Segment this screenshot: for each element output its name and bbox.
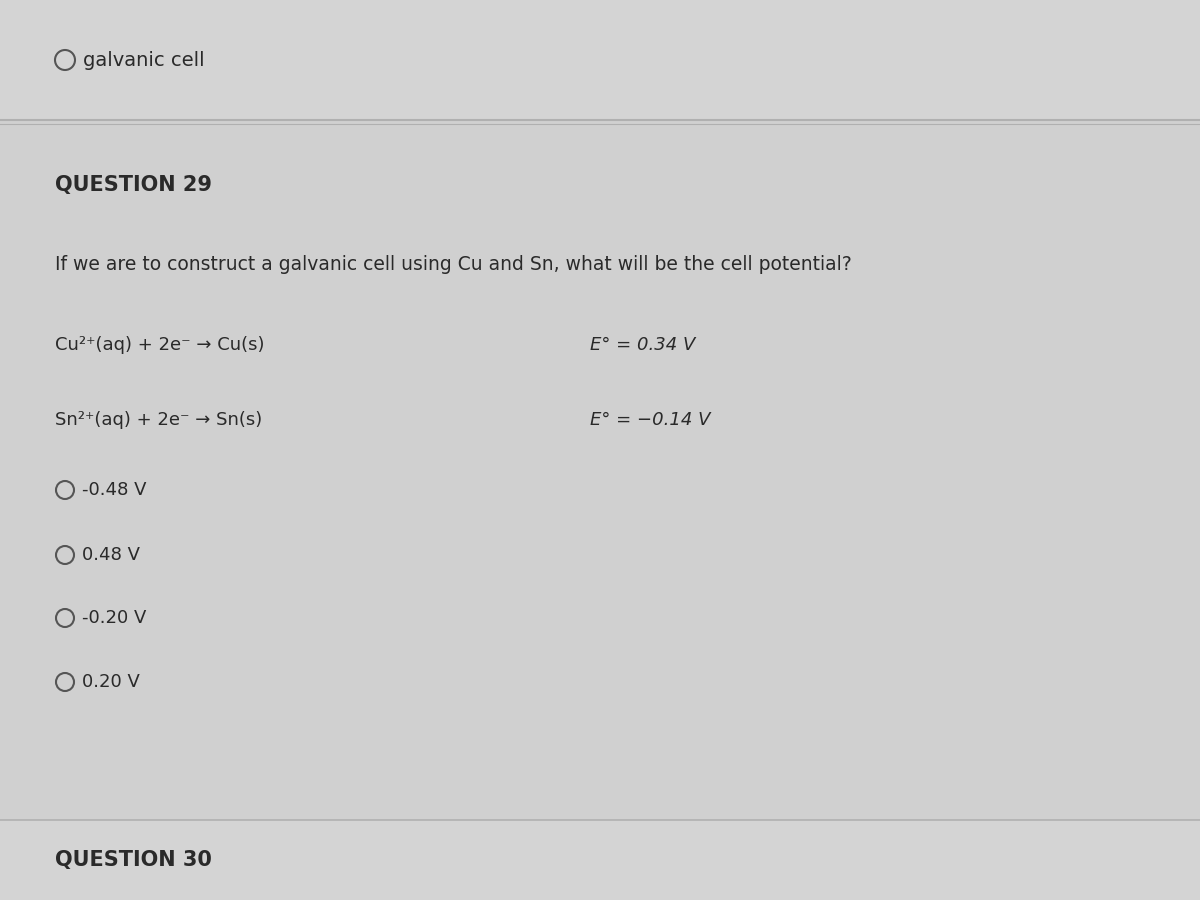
Text: -0.48 V: -0.48 V [82, 481, 146, 499]
Text: Cu²⁺(aq) + 2e⁻ → Cu(s): Cu²⁺(aq) + 2e⁻ → Cu(s) [55, 336, 264, 354]
Text: 0.20 V: 0.20 V [82, 673, 140, 691]
Bar [0, 820, 1200, 900]
Text: E° = −0.14 V: E° = −0.14 V [590, 411, 710, 429]
Text: 0.48 V: 0.48 V [82, 546, 140, 564]
Bar [0, 0, 1200, 120]
Text: QUESTION 29: QUESTION 29 [55, 175, 212, 195]
Text: -0.20 V: -0.20 V [82, 609, 146, 627]
Text: E° = 0.34 V: E° = 0.34 V [590, 336, 695, 354]
Text: galvanic cell: galvanic cell [83, 50, 205, 69]
Text: Sn²⁺(aq) + 2e⁻ → Sn(s): Sn²⁺(aq) + 2e⁻ → Sn(s) [55, 411, 263, 429]
Text: QUESTION 30: QUESTION 30 [55, 850, 212, 870]
Bar [0, 120, 1200, 820]
Text: If we are to construct a galvanic cell using Cu and Sn, what will be the cell po: If we are to construct a galvanic cell u… [55, 256, 852, 274]
